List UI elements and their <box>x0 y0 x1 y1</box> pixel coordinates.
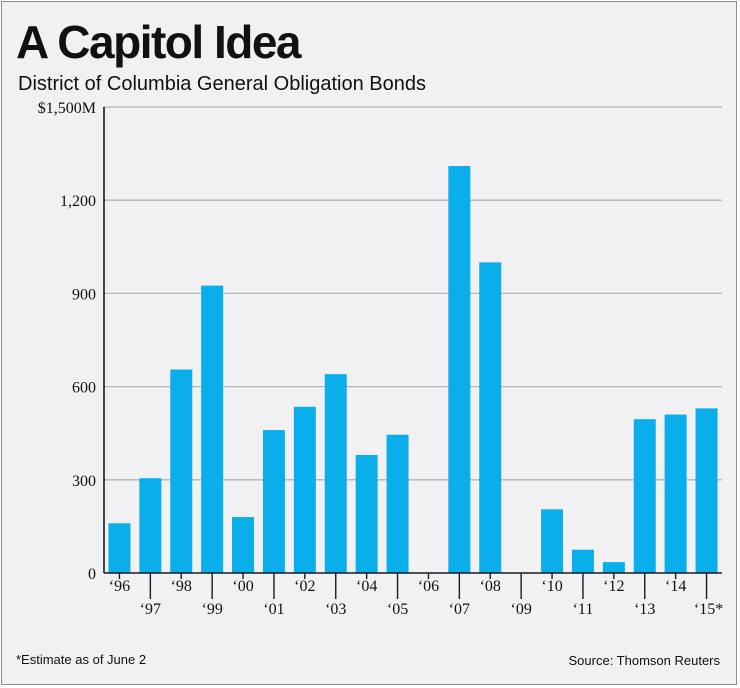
chart-title: A Capitol Idea <box>16 16 302 68</box>
x-tick-label: ‘09 <box>510 601 531 618</box>
y-tick-label: 1,200 <box>60 193 96 210</box>
x-tick-label: ‘05 <box>387 601 408 618</box>
x-tick-label: ‘11 <box>573 601 594 618</box>
x-tick-label: ‘97 <box>140 601 161 618</box>
x-tick-label: ‘99 <box>201 601 222 618</box>
x-tick-label: ‘15* <box>694 601 723 618</box>
y-tick-label: $1,500M <box>38 100 96 117</box>
y-tick-label: 0 <box>88 566 96 583</box>
bar <box>324 374 347 573</box>
x-tick-label: ‘06 <box>418 578 439 595</box>
bar <box>108 523 131 573</box>
y-tick-label: 600 <box>72 380 96 397</box>
y-tick-label: 300 <box>72 473 96 490</box>
bar <box>139 478 162 573</box>
source-note: Source: Thomson Reuters <box>568 653 721 668</box>
x-tick-label: ‘00 <box>232 578 253 595</box>
footnote: *Estimate as of June 2 <box>16 652 147 667</box>
x-tick-label: ‘13 <box>634 601 655 618</box>
bar <box>355 454 378 573</box>
x-tick-label: ‘98 <box>171 578 192 595</box>
x-tick-label: ‘10 <box>541 578 562 595</box>
bar <box>170 369 193 573</box>
x-tick-label: ‘03 <box>325 601 346 618</box>
x-tick-label: ‘96 <box>109 578 130 595</box>
bar <box>602 562 625 573</box>
bar <box>541 509 564 573</box>
x-tick-label: ‘12 <box>603 578 624 595</box>
x-tick-label: ‘08 <box>480 578 501 595</box>
bar <box>448 166 471 573</box>
x-tick-label: ‘02 <box>294 578 315 595</box>
bar <box>232 517 255 573</box>
x-tick-label: ‘14 <box>665 578 686 595</box>
chart-subtitle: District of Columbia General Obligation … <box>18 73 426 95</box>
x-tick-label: ‘01 <box>263 601 284 618</box>
bar <box>293 406 316 573</box>
bar <box>664 414 687 573</box>
bar <box>262 430 285 573</box>
y-tick-label: 900 <box>72 286 96 303</box>
bar <box>386 434 409 573</box>
x-tick-label: ‘07 <box>449 601 470 618</box>
bar <box>695 408 718 573</box>
bar <box>479 262 502 573</box>
x-tick-label: ‘04 <box>356 578 377 595</box>
bar <box>201 285 224 573</box>
bar <box>633 419 656 573</box>
bar <box>571 549 594 573</box>
